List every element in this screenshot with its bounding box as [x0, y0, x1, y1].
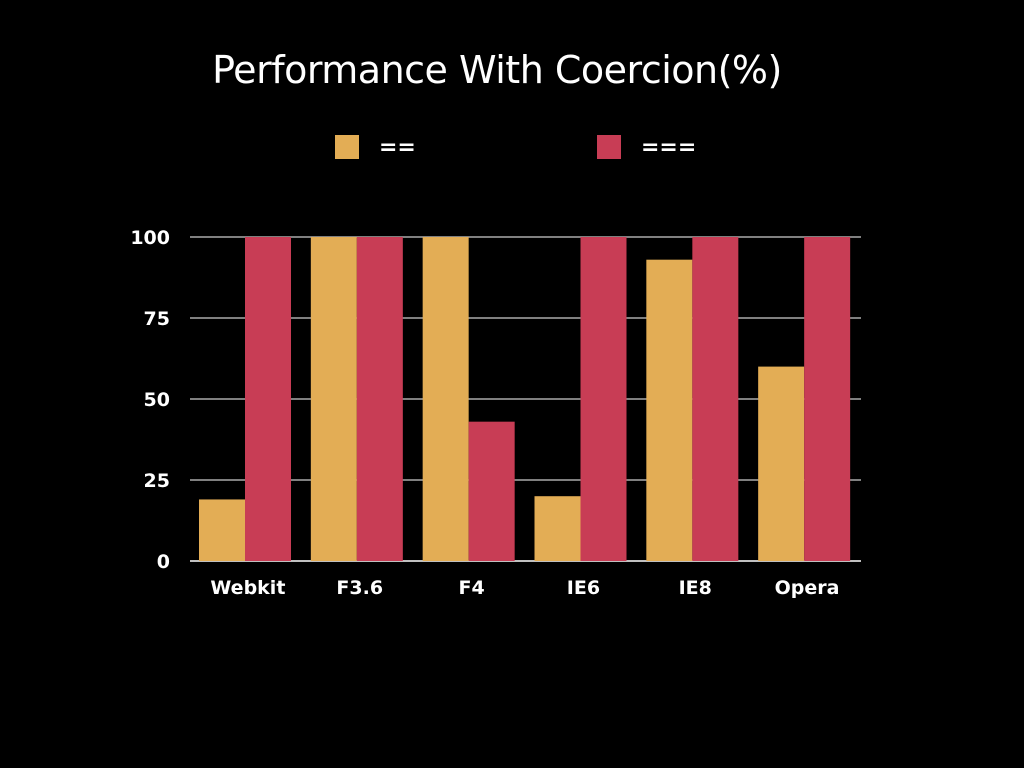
bar-eq-f4 — [422, 237, 469, 561]
bar-eq-opera — [758, 366, 805, 561]
y-tick-label: 50 — [144, 389, 170, 411]
bar-eq-ie6 — [534, 496, 581, 561]
x-tick-label: Opera — [775, 577, 840, 599]
legend-swatch-strict-eq — [597, 135, 621, 159]
y-tick-label: 75 — [144, 308, 170, 330]
legend-item-strict-eq: === — [597, 134, 696, 160]
bar-strict-eq-f36 — [356, 237, 403, 561]
legend-item-eq: == — [335, 134, 416, 160]
x-tick-label: IE8 — [679, 577, 712, 599]
bar-strict-eq-opera — [804, 237, 851, 561]
bar-strict-eq-f4 — [468, 421, 515, 561]
x-tick-label: F4 — [458, 577, 484, 599]
chart-title: Performance With Coercion(%) — [212, 48, 782, 92]
y-tick-label: 25 — [144, 470, 170, 492]
legend-swatch-eq — [335, 135, 359, 159]
y-tick-label: 100 — [130, 227, 170, 249]
x-tick-label: IE6 — [567, 577, 600, 599]
bar-strict-eq-ie6 — [580, 237, 627, 561]
bar-strict-eq-webkit — [245, 237, 291, 561]
bar-strict-eq-ie8 — [692, 237, 739, 561]
x-tick-label: F3.6 — [336, 577, 383, 599]
legend-label-strict-eq: === — [641, 134, 697, 160]
bar-eq-webkit — [199, 499, 245, 561]
legend-label-eq: == — [379, 134, 416, 160]
bar-eq-f36 — [310, 237, 357, 561]
bar-eq-ie8 — [646, 259, 693, 561]
y-tick-label: 0 — [157, 551, 170, 573]
x-tick-label: Webkit — [210, 577, 285, 599]
